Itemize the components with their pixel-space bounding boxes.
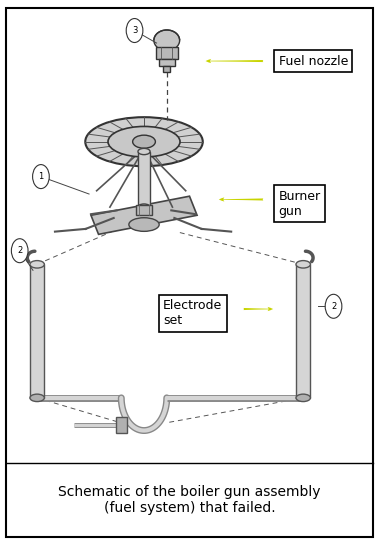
Circle shape xyxy=(11,239,28,263)
Bar xyxy=(163,66,170,71)
Text: Electrode
set: Electrode set xyxy=(163,299,222,328)
Circle shape xyxy=(33,165,49,189)
Text: Burner
gun: Burner gun xyxy=(279,190,321,218)
Polygon shape xyxy=(91,196,197,234)
Text: Fuel nozzle: Fuel nozzle xyxy=(279,54,348,68)
Ellipse shape xyxy=(154,30,180,51)
Text: 3: 3 xyxy=(132,26,137,35)
Ellipse shape xyxy=(138,204,150,210)
Ellipse shape xyxy=(296,261,310,268)
Text: 2: 2 xyxy=(17,246,22,255)
Text: 2: 2 xyxy=(331,302,336,311)
Ellipse shape xyxy=(129,217,159,231)
Bar xyxy=(30,264,44,398)
Ellipse shape xyxy=(30,261,44,268)
Circle shape xyxy=(325,294,342,318)
Text: 1: 1 xyxy=(38,172,44,181)
FancyBboxPatch shape xyxy=(156,46,178,58)
Ellipse shape xyxy=(85,117,203,166)
Ellipse shape xyxy=(133,135,155,148)
Ellipse shape xyxy=(30,394,44,402)
Ellipse shape xyxy=(108,126,180,157)
Bar xyxy=(296,264,310,398)
Circle shape xyxy=(126,19,143,43)
Ellipse shape xyxy=(296,394,310,402)
Ellipse shape xyxy=(138,148,150,155)
Bar xyxy=(159,58,175,66)
FancyBboxPatch shape xyxy=(116,417,127,433)
FancyBboxPatch shape xyxy=(136,205,152,215)
Text: Schematic of the boiler gun assembly
(fuel system) that failed.: Schematic of the boiler gun assembly (fu… xyxy=(58,485,321,515)
Bar xyxy=(138,152,150,207)
